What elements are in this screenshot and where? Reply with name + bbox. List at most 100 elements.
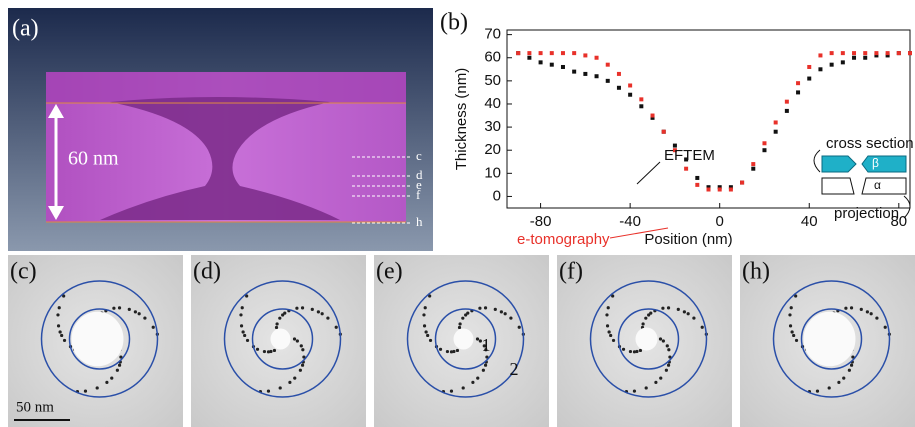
particle — [321, 312, 324, 315]
particle — [263, 350, 266, 353]
point — [583, 53, 587, 57]
point — [841, 60, 845, 64]
projection-shape — [862, 178, 906, 194]
particle — [439, 348, 442, 351]
annotation-line — [637, 162, 660, 184]
particle — [425, 330, 428, 333]
point — [561, 65, 565, 69]
point — [617, 72, 621, 76]
particle — [792, 334, 795, 337]
particle — [666, 344, 669, 347]
particle — [84, 390, 87, 393]
particle — [828, 386, 831, 389]
point — [751, 162, 755, 166]
particle — [509, 316, 512, 319]
slice-label: c — [416, 148, 422, 163]
point — [539, 60, 543, 64]
inset-symbol: β — [872, 156, 879, 170]
particle — [243, 334, 246, 337]
point — [550, 51, 554, 55]
particle — [860, 308, 863, 311]
point — [628, 93, 632, 97]
point — [695, 183, 699, 187]
particle — [848, 369, 851, 372]
particle — [96, 386, 99, 389]
particle — [645, 386, 648, 389]
particle — [607, 306, 610, 309]
panel-label: (c) — [10, 259, 37, 285]
particle — [504, 312, 507, 315]
point — [852, 56, 856, 60]
point — [651, 114, 655, 118]
point — [774, 120, 778, 124]
point — [818, 53, 822, 57]
particle — [143, 316, 146, 319]
point — [908, 51, 912, 55]
ring-label: 1 — [482, 335, 491, 355]
pore-blob — [636, 327, 658, 350]
panel-label: (b) — [440, 10, 468, 36]
particle — [476, 337, 479, 340]
particle — [482, 369, 485, 372]
particle — [276, 322, 279, 325]
particle — [850, 364, 853, 367]
particle — [795, 339, 798, 342]
particle — [837, 381, 840, 384]
y-tick-label: 30 — [484, 118, 501, 135]
particle — [462, 386, 465, 389]
particle — [288, 381, 291, 384]
cross-section-shape — [862, 156, 906, 172]
particle — [667, 364, 670, 367]
particle — [459, 322, 462, 325]
particle — [875, 316, 878, 319]
pore-blob — [72, 312, 124, 367]
particle — [317, 310, 320, 313]
particle — [59, 330, 62, 333]
point — [796, 81, 800, 85]
particle — [422, 313, 425, 316]
inset: cross sectionβαprojection — [814, 135, 914, 222]
point — [606, 63, 610, 67]
scale-label: 60 nm — [68, 148, 119, 170]
point — [583, 72, 587, 76]
particle — [644, 317, 647, 320]
particle — [662, 339, 665, 342]
particle — [642, 322, 645, 325]
particle — [478, 307, 481, 310]
particle — [816, 390, 819, 393]
particle — [661, 307, 664, 310]
particle — [63, 339, 66, 342]
particle — [128, 308, 131, 311]
particle — [476, 377, 479, 380]
point — [852, 51, 856, 55]
particle — [112, 307, 115, 310]
point — [886, 51, 890, 55]
particle — [424, 306, 427, 309]
particle — [500, 310, 503, 313]
particle — [450, 390, 453, 393]
point — [807, 65, 811, 69]
particle — [635, 350, 638, 353]
particle — [256, 348, 259, 351]
x-axis-label: Position (nm) — [644, 231, 732, 248]
point — [841, 51, 845, 55]
x-tick-label: 0 — [716, 213, 724, 230]
particle — [152, 326, 155, 329]
ring-label: 2 — [510, 359, 519, 379]
particle — [633, 390, 636, 393]
inset-symbol: α — [874, 178, 881, 192]
particle — [57, 324, 60, 327]
point — [662, 130, 666, 134]
particle — [138, 312, 141, 315]
particle — [791, 330, 794, 333]
particle — [446, 350, 449, 353]
point — [762, 141, 766, 145]
particle — [842, 377, 845, 380]
cross-section-shape — [822, 156, 856, 172]
y-tick-label: 10 — [484, 164, 501, 181]
particle — [300, 344, 303, 347]
particle — [118, 306, 121, 309]
particle — [311, 308, 314, 311]
particle — [267, 390, 270, 393]
particle — [456, 349, 459, 352]
